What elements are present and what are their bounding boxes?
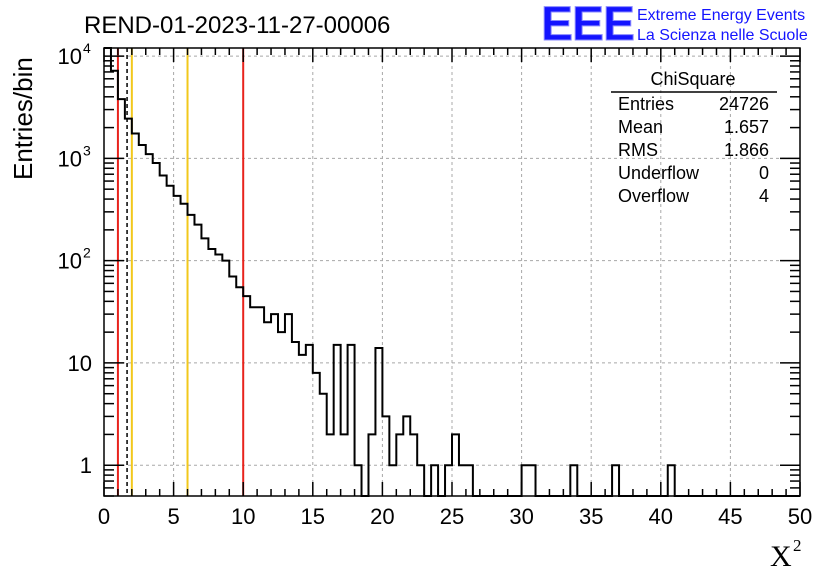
histogram-bin [229, 276, 236, 496]
histogram-bin [306, 345, 313, 496]
histogram-bin [125, 119, 132, 496]
stats-value: 4 [759, 186, 769, 206]
y-tick-label: 10 [58, 146, 82, 171]
histogram-bin [355, 465, 362, 496]
x-tick-label: 10 [231, 504, 255, 529]
histogram-bin [174, 196, 181, 496]
histogram-bin [264, 322, 271, 496]
x-tick-label: 30 [509, 504, 533, 529]
histogram-bin [146, 154, 153, 496]
y-tick-label: 1 [80, 453, 92, 478]
histogram-bin [278, 332, 285, 496]
chart-title: REND-01-2023-11-27-00006 [84, 12, 390, 39]
histogram-bin [320, 394, 327, 496]
histogram-bin [132, 134, 139, 496]
brand-line-2: La Scienza nelle Scuole [637, 27, 808, 44]
stats-label: Entries [618, 94, 674, 114]
histogram-bin [236, 287, 243, 496]
histogram-bin [222, 261, 229, 496]
x-tick-label: 20 [370, 504, 394, 529]
histogram-bin [257, 307, 264, 496]
x-tick-label: 15 [301, 504, 325, 529]
histogram-bin [250, 307, 257, 496]
x-tick-label: 0 [98, 504, 110, 529]
stats-label: Overflow [618, 186, 690, 206]
stats-value: 1.866 [724, 140, 769, 160]
stats-value: 24726 [719, 94, 769, 114]
histogram-bin [612, 465, 619, 496]
histogram-bin [466, 465, 473, 496]
histogram-bin [285, 314, 292, 496]
histogram-bin [445, 465, 452, 496]
axes [103, 47, 801, 497]
x-tick-label: 35 [579, 504, 603, 529]
histogram-bin [181, 204, 188, 496]
histogram-bin [403, 416, 410, 496]
histogram-bin [313, 373, 320, 496]
histogram-bin [104, 48, 111, 496]
x-axis-label: X 2 [770, 536, 802, 572]
histogram-bin [389, 465, 396, 496]
histogram-bin [243, 296, 250, 496]
histogram-bin [215, 254, 222, 496]
histogram-bin [292, 342, 299, 496]
histogram-bin [668, 465, 675, 496]
histogram-bin [194, 225, 201, 496]
x-tick-label: 45 [718, 504, 742, 529]
y-tick-exponent: 3 [83, 142, 91, 158]
histogram-bin [459, 465, 466, 496]
x-tick-label: 40 [649, 504, 673, 529]
x-tick-labels: 0 5 10 15 20 25 30 35 40 45 50 [98, 504, 812, 529]
svg-text:X: X [770, 540, 792, 572]
reference-lines [116, 48, 245, 496]
stats-value: 1.657 [724, 117, 769, 137]
y-tick-label: 10 [58, 249, 82, 274]
histogram-bin [167, 186, 174, 496]
histogram-bin [334, 345, 341, 496]
histogram-bin [139, 145, 146, 496]
eee-logo: EEE [541, 0, 634, 51]
y-tick-label: 10 [68, 351, 92, 376]
stats-value: 0 [759, 163, 769, 183]
stats-label: RMS [618, 140, 658, 160]
grid-lines [104, 48, 800, 496]
histogram-bin [188, 215, 195, 496]
x-tick-label: 25 [440, 504, 464, 529]
histogram-bin [208, 249, 215, 496]
histogram-bin [348, 345, 355, 496]
stats-label: Underflow [618, 163, 700, 183]
histogram-bin [271, 314, 278, 496]
y-tick-exponent: 4 [83, 40, 91, 56]
histogram-bin [570, 465, 577, 496]
histogram-bin [382, 416, 389, 496]
stats-title: ChiSquare [650, 69, 735, 89]
x-tick-label: 50 [788, 504, 812, 529]
histogram-bin [431, 465, 438, 496]
histogram-bin [299, 355, 306, 496]
histogram-bin [522, 465, 529, 496]
stats-box: ChiSquare Entries 24726 Mean 1.657 RMS 1.866 U… [611, 69, 777, 206]
svg-text:2: 2 [793, 536, 802, 555]
histogram-bin [160, 176, 167, 496]
histogram-bin [201, 238, 208, 496]
y-tick-label: 10 [58, 44, 82, 69]
histogram-bin [375, 348, 382, 496]
stats-label: Mean [618, 117, 663, 137]
y-axis-label: Entries/bin [8, 57, 38, 180]
histogram-bin [529, 465, 536, 496]
y-tick-exponent: 2 [83, 245, 91, 261]
histogram-bin [417, 465, 424, 496]
histogram-bin [153, 163, 160, 496]
x-tick-label: 5 [167, 504, 179, 529]
brand-line-1: Extreme Energy Events [637, 7, 805, 24]
